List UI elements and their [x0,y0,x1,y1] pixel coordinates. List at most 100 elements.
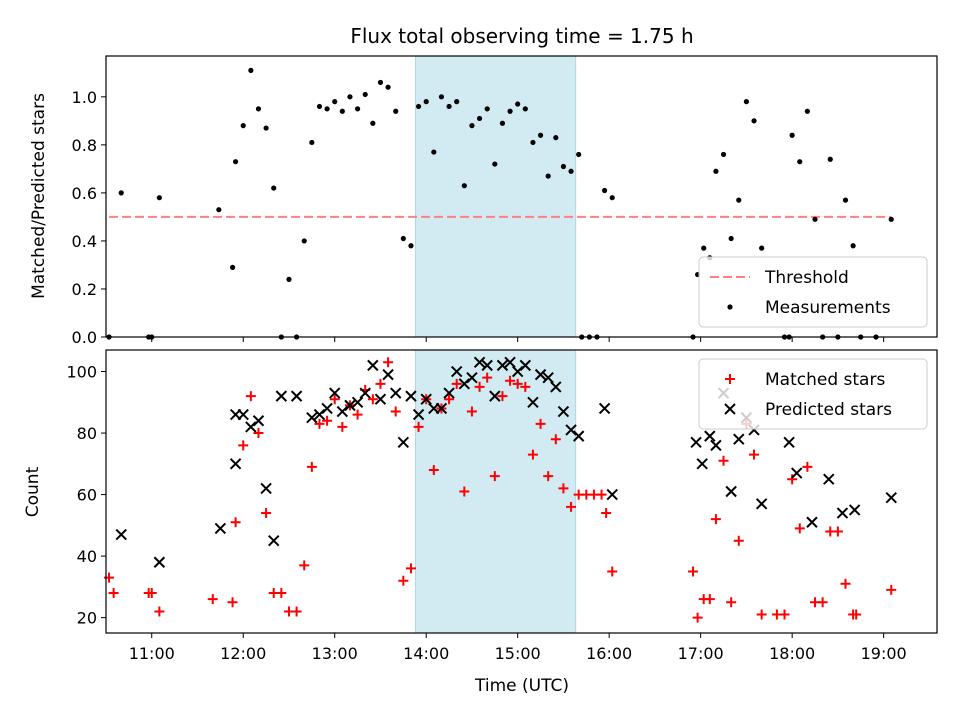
predicted-star-point [519,359,532,372]
measurement-point [476,115,483,122]
measurement-point [431,149,437,155]
measurement-point [332,99,338,105]
matched-star-point [596,489,607,500]
measurement-point [743,99,750,105]
matched-star-point [314,418,325,429]
measurement-point [362,91,368,98]
measurement-point [484,106,490,112]
predicted-star-point [473,356,486,369]
measurement-point [240,123,246,129]
legend-label: Predicted stars [765,400,892,420]
predicted-star-point [806,516,818,528]
matched-star-point [704,594,715,605]
x-tick-label: 19:00 [861,644,907,663]
y-tick-label: 0.2 [72,280,97,299]
predicted-star-point [550,381,562,393]
predicted-star-point [534,368,547,381]
predicted-star-point [290,390,303,402]
matched-star-point [245,391,256,402]
measurement-point [423,99,429,105]
matched-star-point [733,535,744,546]
measurement-point [812,216,818,222]
y-tick-label: 60 [77,486,97,505]
matched-star-point [688,566,699,577]
chart-title: Flux total observing time = 1.75 h [350,24,693,48]
predicted-star-point [252,415,265,427]
predicted-star-point [572,430,585,442]
measurement-point [507,108,513,114]
measurement-point [255,106,262,112]
measurement-point [751,118,757,124]
predicted-star-point [329,387,341,399]
matched-star-point [261,508,272,519]
measurement-point [827,156,833,162]
measurement-point [576,151,582,158]
matched-star-point [466,406,477,417]
predicted-star-point [115,528,127,541]
measurement-point [216,207,222,213]
measurement-point [545,173,551,179]
bottom-y-axis: 20 40 60 80 100 [66,363,106,628]
x-tick-label: 13:00 [312,644,358,663]
bottom-panel: 20 40 60 80 100 11:00 12:00 13:00 14:00 15:00 16:… [23,349,938,696]
top-x-axis [151,337,885,342]
matched-star-point [543,471,554,482]
matched-star-point [291,606,302,617]
measurement-point [560,163,567,170]
measurement-point [537,132,544,138]
predicted-star-point [690,436,702,448]
x-tick-label: 12:00 [220,644,266,663]
measurement-point [118,190,124,196]
matched-star-point [802,461,813,472]
y-tick-label: 0.8 [72,136,97,155]
predicted-star-point [351,396,364,409]
matched-star-point [558,483,569,494]
predicted-star-point [420,393,432,405]
predicted-star-point [783,436,795,448]
predicted-star-point [496,359,509,372]
y-tick-label: 100 [66,363,97,382]
y-tick-label: 1.0 [72,88,97,107]
matched-star-point [601,508,612,519]
matched-star-point [207,594,218,605]
predicted-star-point [229,458,242,470]
predicted-star-point [313,408,326,421]
predicted-star-point [344,399,356,412]
y-tick-label: 20 [77,609,97,628]
measurement-point [415,103,422,110]
y-tick-label: 0.6 [72,184,97,203]
predicted-star-point [836,507,849,519]
predicted-star-point [237,408,249,421]
matched-star-point [459,486,470,497]
measurement-point [286,276,292,282]
measurement-point [842,197,849,203]
matched-star-point [726,597,737,608]
matched-star-point [505,375,516,386]
matched-star-point [398,575,409,586]
measurement-point [461,183,467,189]
predicted-star-point [306,411,318,424]
predicted-star-point [733,433,745,445]
matched-star-point [146,588,157,599]
predicted-star-point [704,430,716,442]
measurement-point [713,168,719,174]
legend-box [698,256,928,328]
predicted-star-point [755,498,768,510]
measurement-point [438,94,445,100]
matched-star-point [482,372,493,383]
measurement-point [804,108,810,114]
measurement-point [789,132,795,138]
matched-star-point [413,421,424,432]
matched-star-point [527,449,538,460]
matched-star-point [749,449,760,460]
matched-star-point [779,609,790,620]
bottom-plot-frame [105,349,938,634]
predicted-star-point [389,387,402,399]
matched-star-point [718,455,729,466]
measurement-point [701,245,707,251]
matched-star-point [367,394,378,405]
predicted-star-point [245,421,257,433]
bottom-x-axis: 11:00 12:00 13:00 14:00 15:00 16:00 17:00 18:00… [129,633,907,663]
measurement-point [736,197,742,203]
predicted-star-point [823,473,835,485]
